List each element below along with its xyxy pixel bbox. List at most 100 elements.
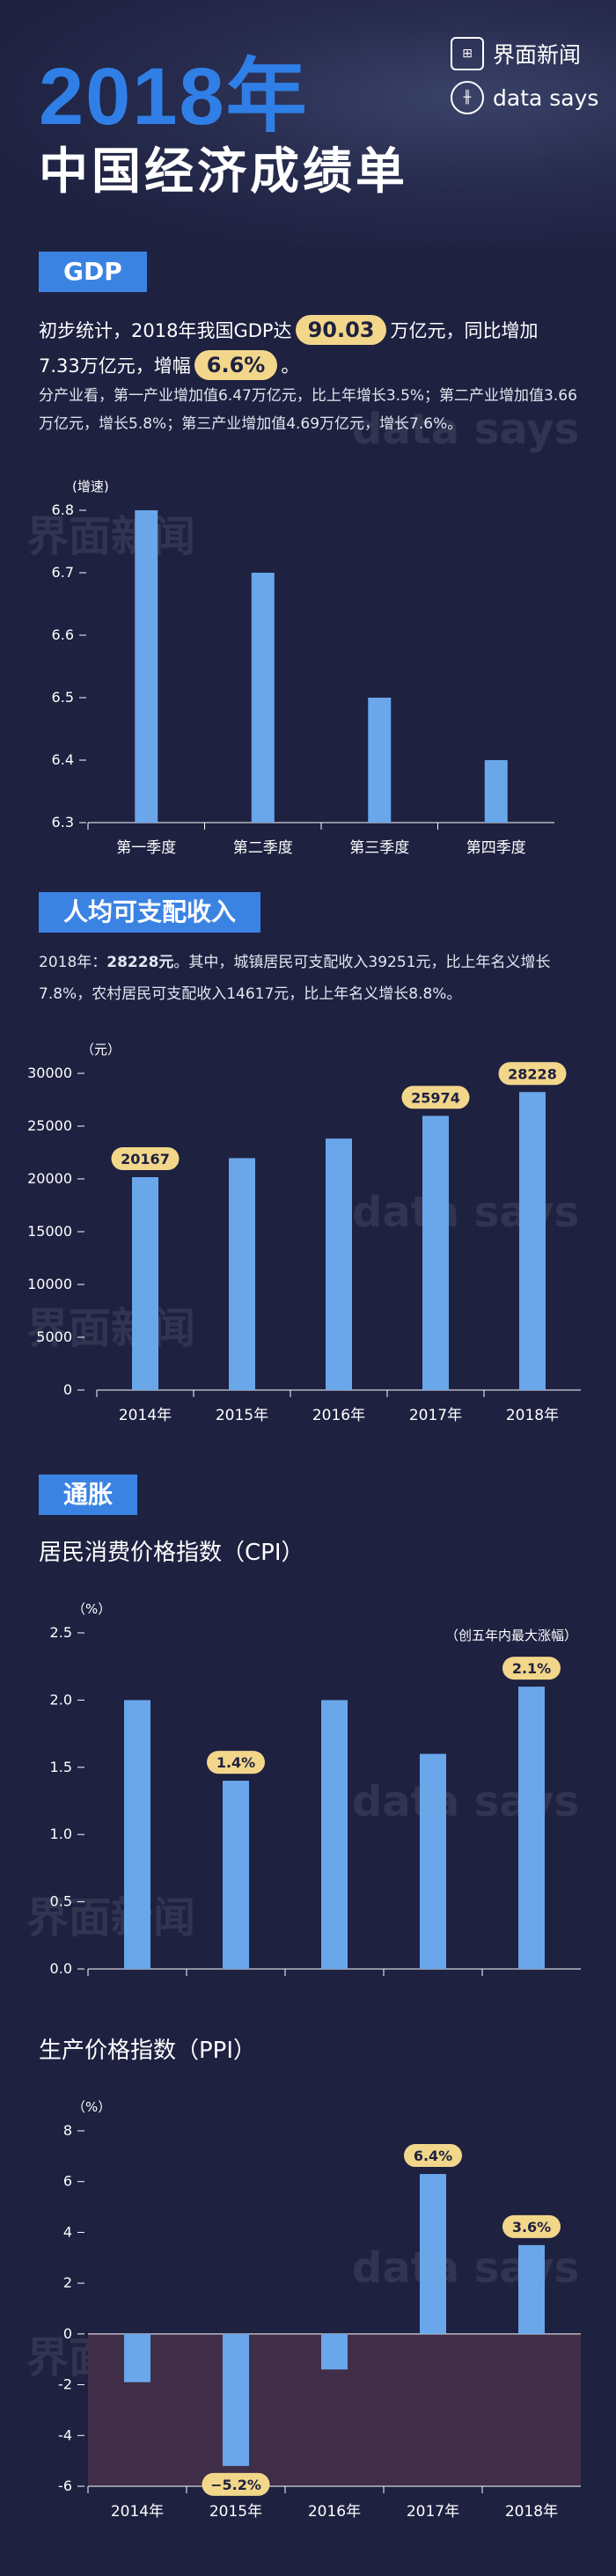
y-tick-label: -4 [58,2426,72,2443]
section-tag-gdp: GDP [39,252,147,292]
x-tick-label: 2015年 [209,2503,262,2521]
value-label: 25974 [411,1089,460,1106]
x-tick-label: 2018年 [505,2503,558,2521]
value-label-pill [404,2144,462,2168]
income-chart: （元） 0 5000 10000 15000 20000 25000 30000 2014年 20… [27,1042,581,1424]
y-tick-label: 0.5 [50,1893,72,1910]
y-tick-label: 4 [63,2223,72,2240]
y-axis-label: （元） [81,1042,121,1057]
y-tick-label: 0.0 [50,1960,72,1977]
y-tick-label: 10000 [27,1276,72,1292]
bar [124,2333,150,2382]
value-label: −5.2% [210,2477,261,2493]
x-tick-label: 2016年 [312,1407,365,1424]
value-label: 1.4% [216,1754,255,1771]
y-tick-label: 6.6 [52,626,74,643]
y-tick-label: 6.3 [52,814,74,831]
value-label: 2.1% [512,1660,551,1677]
gdp-chart: (增速) 6.3 6.4 6.5 6.6 6.7 6.8 第一季度 第二季度 第三季度 第四季度 [52,479,554,857]
gdp-text-1a: 初步统计，2018年我国GDP达 [39,320,292,341]
value-label-pill [207,1751,265,1775]
y-tick-label: 8 [63,2122,72,2139]
y-tick-label: 0 [63,1381,72,1398]
value-label-pill [502,2214,561,2238]
bar [124,1700,150,1969]
page-subtitle: 中国经济成绩单 [39,143,408,201]
value-label-pill [401,1086,470,1109]
y-tick-label: 5000 [36,1328,72,1345]
section-tag-income: 人均可支配收入 [39,892,261,933]
bar [420,1753,446,1969]
brand-datasays: ╫ data says [451,81,598,114]
chart-annotation: （创五年内最大涨幅） [445,1628,577,1643]
income-summary: 2018年：28228元。其中，城镇居民可支配收入39251元，比上年名义增长7… [39,947,584,1010]
brand-cn-label: 界面新闻 [493,42,582,68]
bar [223,2333,249,2466]
y-tick-label: 2.5 [50,1624,72,1641]
value-label-pill [498,1062,567,1086]
gdp-text-2b: 。 [281,355,300,377]
y-tick-label: 0 [63,2325,72,2342]
x-tick-label: 第三季度 [349,839,409,857]
bar [326,1138,352,1390]
y-tick-label: -6 [58,2477,72,2494]
x-tick-label: 2015年 [216,1407,268,1424]
watermark-cn: 界面新闻 [26,512,196,561]
bar [132,1176,158,1390]
bar [484,760,508,823]
x-tick-label: 2016年 [308,2503,361,2521]
income-text-a: 2018年： [39,954,107,971]
watermark-cn: 界面新闻 [26,1893,196,1943]
value-label-pill [202,2472,270,2496]
x-tick-label: 2014年 [111,2503,164,2521]
value-label: 3.6% [512,2219,551,2236]
bar [368,698,392,823]
bar [519,1092,546,1390]
y-tick-label: 15000 [27,1223,72,1240]
x-tick-label: 第二季度 [233,839,293,857]
value-label-pill [111,1146,180,1170]
y-tick-label: 1.0 [50,1826,72,1842]
page-title: 2018年 [39,52,309,142]
gdp-summary: 初步统计，2018年我国GDP达 90.03 万亿元，同比增加 7.33万亿元，增幅… [39,313,584,384]
y-tick-label: 1.5 [50,1759,72,1775]
ppi-chart: （%） -6 -4 -2 0 2 4 6 8 2014年 2015年 −5.2% 2016年 2017年 6… [58,2099,581,2521]
income-text-value: 28228元 [106,954,174,971]
y-tick-label: 6 [63,2173,72,2190]
x-tick-label: 2017年 [407,2503,459,2521]
bar [518,1687,545,1969]
gdp-text-1b: 万亿元，同比增加 [390,320,539,341]
y-tick-label: 20000 [27,1170,72,1187]
y-tick-label: 6.7 [52,564,74,581]
bar [420,2174,446,2334]
y-axis-label: （%） [72,2099,111,2115]
value-label-pill [502,1657,561,1680]
jiemian-logo-icon: ⊞ [451,37,484,70]
y-tick-label: 30000 [27,1065,72,1081]
bar [321,2333,348,2370]
bar [223,1781,249,1969]
y-tick-label: 6.8 [52,501,74,518]
bar [518,2244,545,2334]
y-tick-label: 2 [63,2274,72,2291]
brand-jiemian: ⊞ 界面新闻 [451,37,581,70]
watermark-en: data says [352,405,580,454]
y-tick-label: 2.0 [50,1691,72,1708]
x-tick-label: 2018年 [506,1407,559,1424]
value-label: 6.4% [414,2148,452,2164]
value-label: 20167 [121,1151,170,1167]
income-text-b: 。其中，城镇居民可支配收入39251元，比上年名义增长7.8%，农村居民可支配收… [39,954,551,1003]
value-label: 28228 [508,1065,557,1082]
brand-en-label: data says [493,84,599,111]
gdp-detail: 分产业看，第一产业增加值6.47万亿元，比上年增长3.5%；第二产业增加值3.6… [39,387,577,433]
gdp-text-2a: 7.33万亿元，增幅 [39,355,191,377]
section-tag-inflation: 通胀 [39,1475,138,1515]
datasays-logo-icon: ╫ [451,81,484,114]
bar [251,573,275,823]
bar [135,510,158,823]
bar [422,1116,449,1390]
y-axis-label: (增速) [72,479,109,494]
y-tick-label: 6.5 [52,689,74,706]
cpi-title: 居民消费价格指数（CPI） [39,1540,304,1566]
bar [321,1700,348,1969]
